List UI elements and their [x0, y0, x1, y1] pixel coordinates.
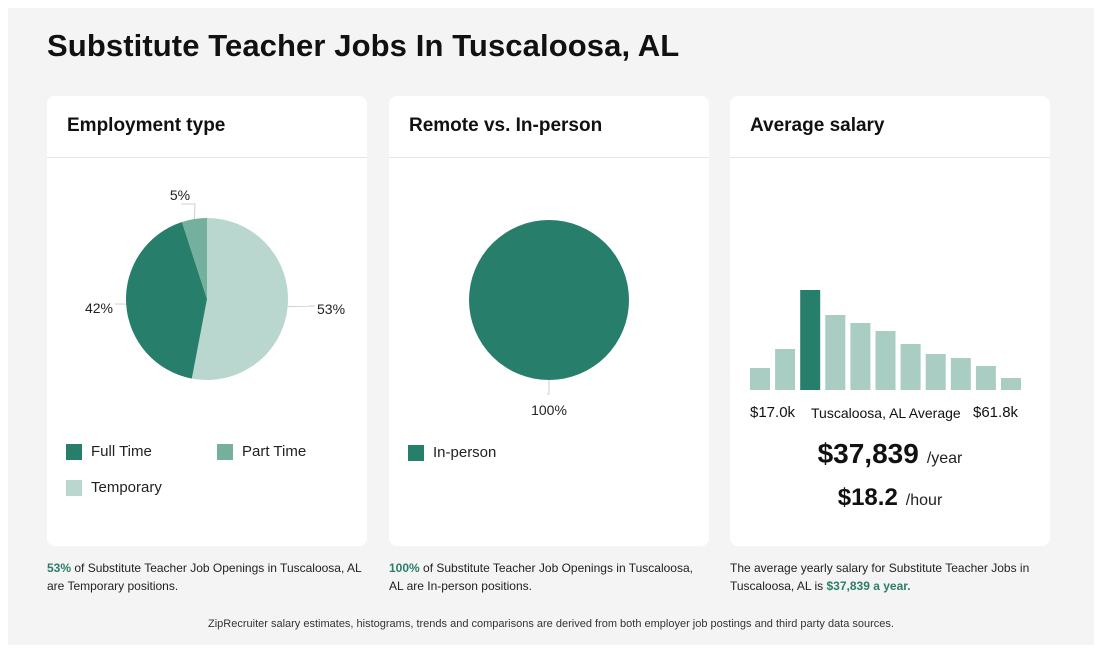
pie-label-temporary: 53% — [317, 301, 345, 317]
pie-leader-in-person — [547, 380, 550, 395]
yearly-salary-unit: /year — [926, 450, 963, 467]
yearly-salary: $37,839/year — [730, 438, 1050, 470]
remote-caption-highlight: 100% — [389, 561, 420, 575]
histogram-bar[interactable] — [825, 315, 846, 390]
average-salary-heading: Average salary — [730, 96, 1050, 158]
pie-label-full-time: 42% — [85, 300, 113, 316]
remote-vs-inperson-card: Remote vs. In-person 100% In-person — [389, 96, 709, 546]
salary-caption-highlight: $37,839 a year. — [826, 579, 911, 593]
histogram-bar[interactable] — [1001, 378, 1021, 390]
legend-swatch-temporary — [66, 480, 82, 496]
footer-note: ZipRecruiter salary estimates, histogram… — [208, 618, 894, 630]
salary-max-label: $61.8k — [973, 404, 1019, 421]
pie-slice-full-time[interactable] — [125, 221, 207, 379]
yearly-salary-value: $37,839 — [817, 438, 919, 469]
salary-caption: The average yearly salary for Substitute… — [730, 559, 1045, 595]
hourly-salary: $18.2/hour — [730, 484, 1050, 512]
histogram-bar[interactable] — [875, 331, 896, 390]
pie-leader-part-time — [181, 203, 196, 220]
histogram-bar[interactable] — [750, 368, 770, 390]
pie-label-in-person: 100% — [531, 402, 567, 418]
employment-type-card: Employment type 53% 42% 5% Full Time Part … — [47, 96, 367, 546]
pie-slice-in-person[interactable] — [469, 220, 629, 380]
legend-label-full-time: Full Time — [91, 443, 152, 460]
histogram-bar[interactable] — [775, 349, 796, 390]
salary-caption-text: The average yearly salary for Substitute… — [730, 561, 1030, 593]
pie-slice-part-time[interactable] — [181, 218, 207, 299]
pie-leader-temporary — [287, 305, 316, 308]
remote-vs-inperson-heading: Remote vs. In-person — [389, 96, 709, 158]
histogram-bar[interactable] — [900, 344, 921, 390]
histogram-bar[interactable] — [975, 366, 996, 390]
salary-location-label: Tuscaloosa, AL Average — [811, 405, 961, 421]
employment-caption: 53% of Substitute Teacher Job Openings i… — [47, 559, 367, 595]
legend-swatch-in-person — [408, 445, 424, 461]
legend-label-in-person: In-person — [433, 444, 497, 461]
employment-type-heading: Employment type — [47, 96, 367, 158]
employment-caption-text: of Substitute Teacher Job Openings in Tu… — [47, 561, 362, 593]
hourly-salary-value: $18.2 — [837, 484, 898, 511]
average-salary-card: Average salary — [730, 96, 1050, 546]
histogram-bar[interactable] — [850, 323, 871, 390]
remote-caption: 100% of Substitute Teacher Job Openings … — [389, 559, 704, 595]
legend-swatch-full-time — [66, 444, 82, 460]
salary-histogram — [750, 290, 1021, 390]
histogram-bar[interactable] — [950, 358, 971, 390]
legend-label-part-time: Part Time — [242, 443, 307, 460]
histogram-bar-highlight[interactable] — [800, 290, 821, 390]
hourly-salary-unit: /hour — [905, 492, 943, 509]
legend-label-temporary: Temporary — [91, 479, 162, 496]
histogram-bar[interactable] — [925, 354, 946, 390]
pie-label-part-time: 5% — [170, 187, 190, 203]
remote-vs-inperson-pie-chart: 100% — [469, 220, 629, 418]
employment-type-pie-chart: 53% 42% 5% — [85, 187, 345, 380]
remote-caption-text: of Substitute Teacher Job Openings in Tu… — [389, 561, 693, 593]
legend-swatch-part-time — [217, 444, 233, 460]
pie-slice-temporary[interactable] — [191, 218, 288, 380]
employment-caption-highlight: 53% — [47, 561, 72, 575]
page-title: Substitute Teacher Jobs In Tuscaloosa, A… — [47, 28, 680, 63]
salary-min-label: $17.0k — [750, 404, 796, 421]
